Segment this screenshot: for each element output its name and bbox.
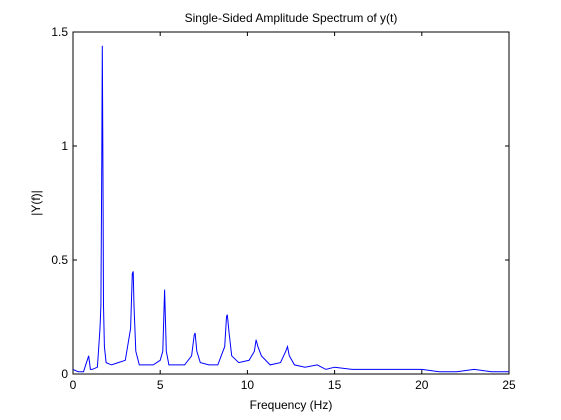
x-tick-label: 15 — [328, 378, 342, 392]
y-tick-label: 1.5 — [51, 25, 68, 39]
plot-area — [72, 31, 510, 375]
y-tick-label: 0.5 — [51, 253, 68, 267]
y-tick-label: 1 — [61, 139, 68, 153]
amplitude-spectrum-line — [72, 45, 509, 373]
x-tick-label: 20 — [415, 378, 429, 392]
x-tick-label: 25 — [502, 378, 516, 392]
y-tick-label: 0 — [61, 367, 68, 381]
chart-title: Single-Sided Amplitude Spectrum of y(t) — [185, 11, 398, 25]
x-tick-label: 0 — [70, 378, 77, 392]
y-axis-label: |Y(f)| — [29, 190, 43, 216]
x-axis-label: Frequency (Hz) — [250, 398, 333, 412]
axis-tick-labels: 0 5 10 15 20 25 0 0.5 1 1.5 — [51, 25, 516, 392]
x-tick-label: 10 — [241, 378, 255, 392]
x-tick-label: 5 — [157, 378, 164, 392]
